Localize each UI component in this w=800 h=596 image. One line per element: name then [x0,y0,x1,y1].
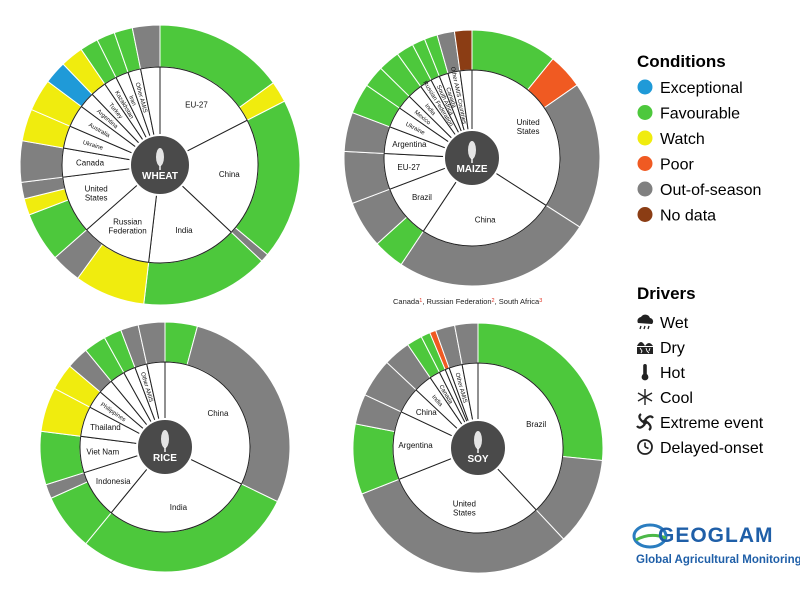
wheat-label-ukraine: Ukraine [82,140,104,152]
legend-swatch-out-of-season [637,181,653,197]
rain-cloud-icon [637,314,654,330]
soy-label-brazil: Brazil [526,420,546,429]
wheat-label-china: China [219,170,240,179]
maize-title: MAIZE [456,164,487,175]
wheat-label-russian-federation: Russian Federation [108,218,146,236]
legend-label-out-of-season: Out-of-season [660,182,761,199]
drivers-legend: Drivers Wet Dry Hot Cool [636,284,764,457]
soy-footnote-ref-3: 3 [539,298,542,304]
rice-label-indonesia: Indonesia [96,477,131,486]
legend-swatch-exceptional [637,79,653,95]
maize-label-argentina: Argentina [392,140,427,149]
clock-icon [637,439,653,455]
driver-label-hot: Hot [660,365,685,382]
legend-swatch-watch [637,130,653,146]
legend-label-no-data: No data [660,208,716,225]
soy-footnote-ref-1: 1 [419,298,422,304]
conditions-legend: Conditions Exceptional Favourable Watch Poo… [637,52,761,225]
legend-label-exceptional: Exceptional [660,80,743,97]
driver-label-delayed-onset: Delayed-onset [660,440,764,457]
rice-label-viet-nam: Viet Nam [86,448,119,457]
wheat-label-eu-27: EU-27 [185,100,208,109]
soy-footnote: Canada1, Russian Federation2, South Afri… [393,297,542,306]
soy-footnote-ref-2: 2 [492,298,495,304]
soy-label-china: China [416,408,437,417]
soy-label-argentina: Argentina [398,441,433,450]
maize-label-china: China [475,216,496,225]
wheat-title: WHEAT [142,171,178,182]
maize-donut-chart: United StatesChinaBrazilEU-27ArgentinaUkr… [343,29,601,287]
maize-icon [468,141,476,163]
driver-label-cool: Cool [660,390,693,407]
maize-label-eu-27: EU-27 [397,163,420,172]
legend-label-favourable: Favourable [660,106,740,123]
legend-swatch-favourable [637,105,653,120]
soy-title: SOY [467,454,488,465]
wheat-label-united-states: United States [85,184,108,202]
legend-swatch-poor [637,156,653,171]
drivers-legend-title: Drivers [637,284,696,303]
rice-label-thailand: Thailand [90,423,121,432]
snowflake-icon [637,389,653,405]
rice-label-china: China [208,409,229,418]
legend-label-poor: Poor [660,157,694,174]
rice-label-india: India [170,503,188,512]
soy-label-united-states: United States [453,500,476,518]
soy-footnote-southafrica: , South Africa [495,297,540,306]
cyclone-icon [636,413,654,431]
wheat-label-canada: Canada [76,158,105,167]
driver-label-dry: Dry [660,340,685,357]
geoglam-logo: GEOGLAM Global Agricultural Monitoring [632,523,800,566]
maize-label-brazil: Brazil [412,193,432,202]
logo-subtitle: Global Agricultural Monitoring [636,554,800,566]
soy-icon [474,431,482,453]
logo-name: GEOGLAM [658,524,774,547]
wheat-label-india: India [175,226,193,235]
thermometer-icon [641,364,649,381]
conditions-legend-title: Conditions [637,52,726,71]
geoglam-globe-icon [632,523,668,549]
soy-footnote-russia: , Russian Federation [422,297,491,306]
driver-label-wet: Wet [660,315,689,332]
rice-title: RICE [153,453,177,464]
maize-label-united-states: United States [517,118,540,136]
dry-soil-icon [637,342,653,354]
rice-icon [161,430,169,452]
legend-swatch-no-data [637,207,653,222]
legend-label-watch: Watch [660,131,705,148]
wheat-label-iran: Iran [128,95,138,107]
driver-label-extreme-event: Extreme event [660,415,764,432]
wheat-icon [156,148,164,170]
soy-footnote-canada: Canada [393,297,420,306]
